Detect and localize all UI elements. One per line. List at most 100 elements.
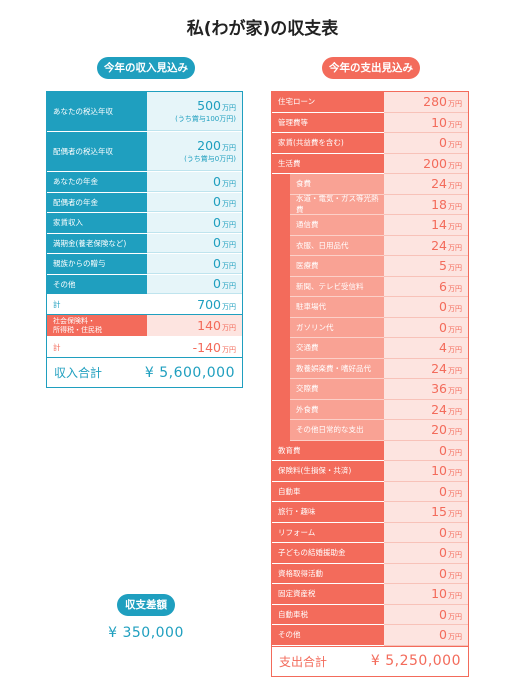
expense-row-value[interactable]: 280万円 [384,92,468,113]
expense-row-value[interactable]: 14万円 [384,215,468,236]
expense-row-value[interactable]: 20万円 [384,420,468,441]
income-row: 家賃収入 0万円 [47,213,242,234]
expense-amount: 14 [431,217,447,233]
unit-label: 万円 [448,243,462,252]
expense-row: 管理費等 10万円 [272,112,468,133]
expense-row: 子どもの結婚援助金 0万円 [272,543,468,564]
expense-row-value[interactable]: 10万円 [384,584,468,605]
expense-amount: 0 [439,627,447,643]
expense-row-value[interactable]: 0万円 [384,563,468,584]
expense-row-value[interactable]: 0万円 [384,522,468,543]
income-tax-row: 社会保険料・ 所得税・住民税 140万円 [47,315,242,337]
tax-label-line1: 社会保険料・ [53,316,95,325]
income-amount: 500 [197,98,221,113]
expense-amount: 5 [439,258,447,274]
expense-row-value[interactable]: 0万円 [384,481,468,502]
unit-label: 万円 [222,261,236,270]
income-header-badge: 今年の収入見込み [97,57,195,79]
unit-label: 万円 [448,182,462,191]
unit-label: 万円 [448,592,462,601]
income-net-label: 計 [47,337,147,357]
expense-row: リフォーム 0万円 [272,522,468,543]
expense-row: 家賃(共益費を含む) 0万円 [272,133,468,154]
unit-label: 万円 [222,241,236,250]
expense-row: 駐車場代 0万円 [272,297,468,318]
income-row-value[interactable]: 0万円 [147,192,242,212]
expense-row-value[interactable]: 24万円 [384,358,468,379]
expense-row-value[interactable]: 15万円 [384,502,468,523]
expense-amount: 20 [431,422,447,438]
expense-row-value[interactable]: 4万円 [384,338,468,359]
income-row-value[interactable]: 0万円 [147,172,242,192]
unit-label: 万円 [222,179,236,188]
income-row-value[interactable]: 0万円 [147,213,242,233]
expense-amount: 0 [439,545,447,561]
expense-row-value[interactable]: 0万円 [384,317,468,338]
expense-row-value[interactable]: 0万円 [384,604,468,625]
expense-row: 住宅ローン 280万円 [272,92,468,113]
expense-row-label: 外食費 [290,399,384,420]
income-row-value[interactable]: 0万円 [147,254,242,274]
expense-row-value[interactable]: 0万円 [384,297,468,318]
unit-label: 万円 [448,223,462,232]
income-amount: 0 [213,214,221,230]
expense-row-value[interactable]: 0万円 [384,440,468,461]
income-row: 満期金(養老保険など) 0万円 [47,233,242,254]
expense-row: 固定資産税 10万円 [272,584,468,605]
income-tax-value[interactable]: 140万円 [147,315,242,336]
unit-label: 万円 [448,510,462,519]
expense-row-value[interactable]: 6万円 [384,276,468,297]
unit-label: 万円 [448,407,462,416]
expense-row-value[interactable]: 0万円 [384,543,468,564]
expense-row-label: 水道・電気・ガス等光熱費 [290,194,384,215]
income-table: あなたの税込年収 500万円 (うち賞与100万円) 配偶者の税込年収 200万… [46,91,243,388]
expense-row-value[interactable]: 5万円 [384,256,468,277]
expense-amount: 0 [439,524,447,540]
expense-row-value[interactable]: 0万円 [384,133,468,154]
expense-row: 新聞、テレビ受信料 6万円 [272,276,468,297]
income-row-label: 配偶者の年金 [47,192,147,212]
expense-row-value[interactable]: 10万円 [384,461,468,482]
unit-label: 万円 [448,448,462,457]
unit-label: 万円 [448,387,462,396]
expense-row-value[interactable]: 24万円 [384,174,468,195]
expense-row: 自動車税 0万円 [272,604,468,625]
expense-row: 外食費 24万円 [272,399,468,420]
income-amount: 200 [197,138,221,153]
expense-row-value[interactable]: 24万円 [384,235,468,256]
expense-row-label: 交通費 [290,338,384,359]
expense-row-value[interactable]: 200万円 [384,153,468,174]
expense-amount: 0 [439,606,447,622]
expense-amount: 24 [431,237,447,253]
expense-row: 教育費 0万円 [272,440,468,461]
expense-row: 資格取得活動 0万円 [272,563,468,584]
income-net-row: 計 -140万円 [47,337,242,357]
unit-label: 万円 [448,612,462,621]
unit-label: 万円 [222,282,236,291]
expense-row-value[interactable]: 18万円 [384,194,468,215]
income-amount: 0 [213,235,221,251]
income-row-value[interactable]: 200万円 (うち賞与0万円) [147,132,242,171]
income-row-value[interactable]: 0万円 [147,274,242,294]
income-row-value[interactable]: 0万円 [147,233,242,253]
expense-row-value[interactable]: 0万円 [384,625,468,646]
expense-row-value[interactable]: 36万円 [384,379,468,400]
expense-row-label: 自動車税 [272,604,384,625]
income-row-value[interactable]: 500万円 (うち賞与100万円) [147,92,242,131]
income-amount: 0 [213,173,221,189]
unit-label: 万円 [222,345,236,354]
income-amount: 0 [213,276,221,292]
income-row-label: あなたの年金 [47,172,147,192]
expense-row-label: 教育費 [272,440,384,461]
unit-label: 万円 [222,220,236,229]
expense-header-badge: 今年の支出見込み [322,57,420,79]
income-total-label: 収入合計 [54,366,103,380]
expense-amount: 10 [431,114,447,130]
expense-row-value[interactable]: 24万円 [384,399,468,420]
expense-row-value[interactable]: 10万円 [384,112,468,133]
expense-row: 保険料(生損保・共済) 10万円 [272,461,468,482]
expense-row-label: 自動車 [272,481,384,502]
page-title: 私(わが家)の収支表 [186,19,339,39]
income-tax-amount: 140 [197,318,221,333]
expense-row-label: 交際費 [290,379,384,400]
